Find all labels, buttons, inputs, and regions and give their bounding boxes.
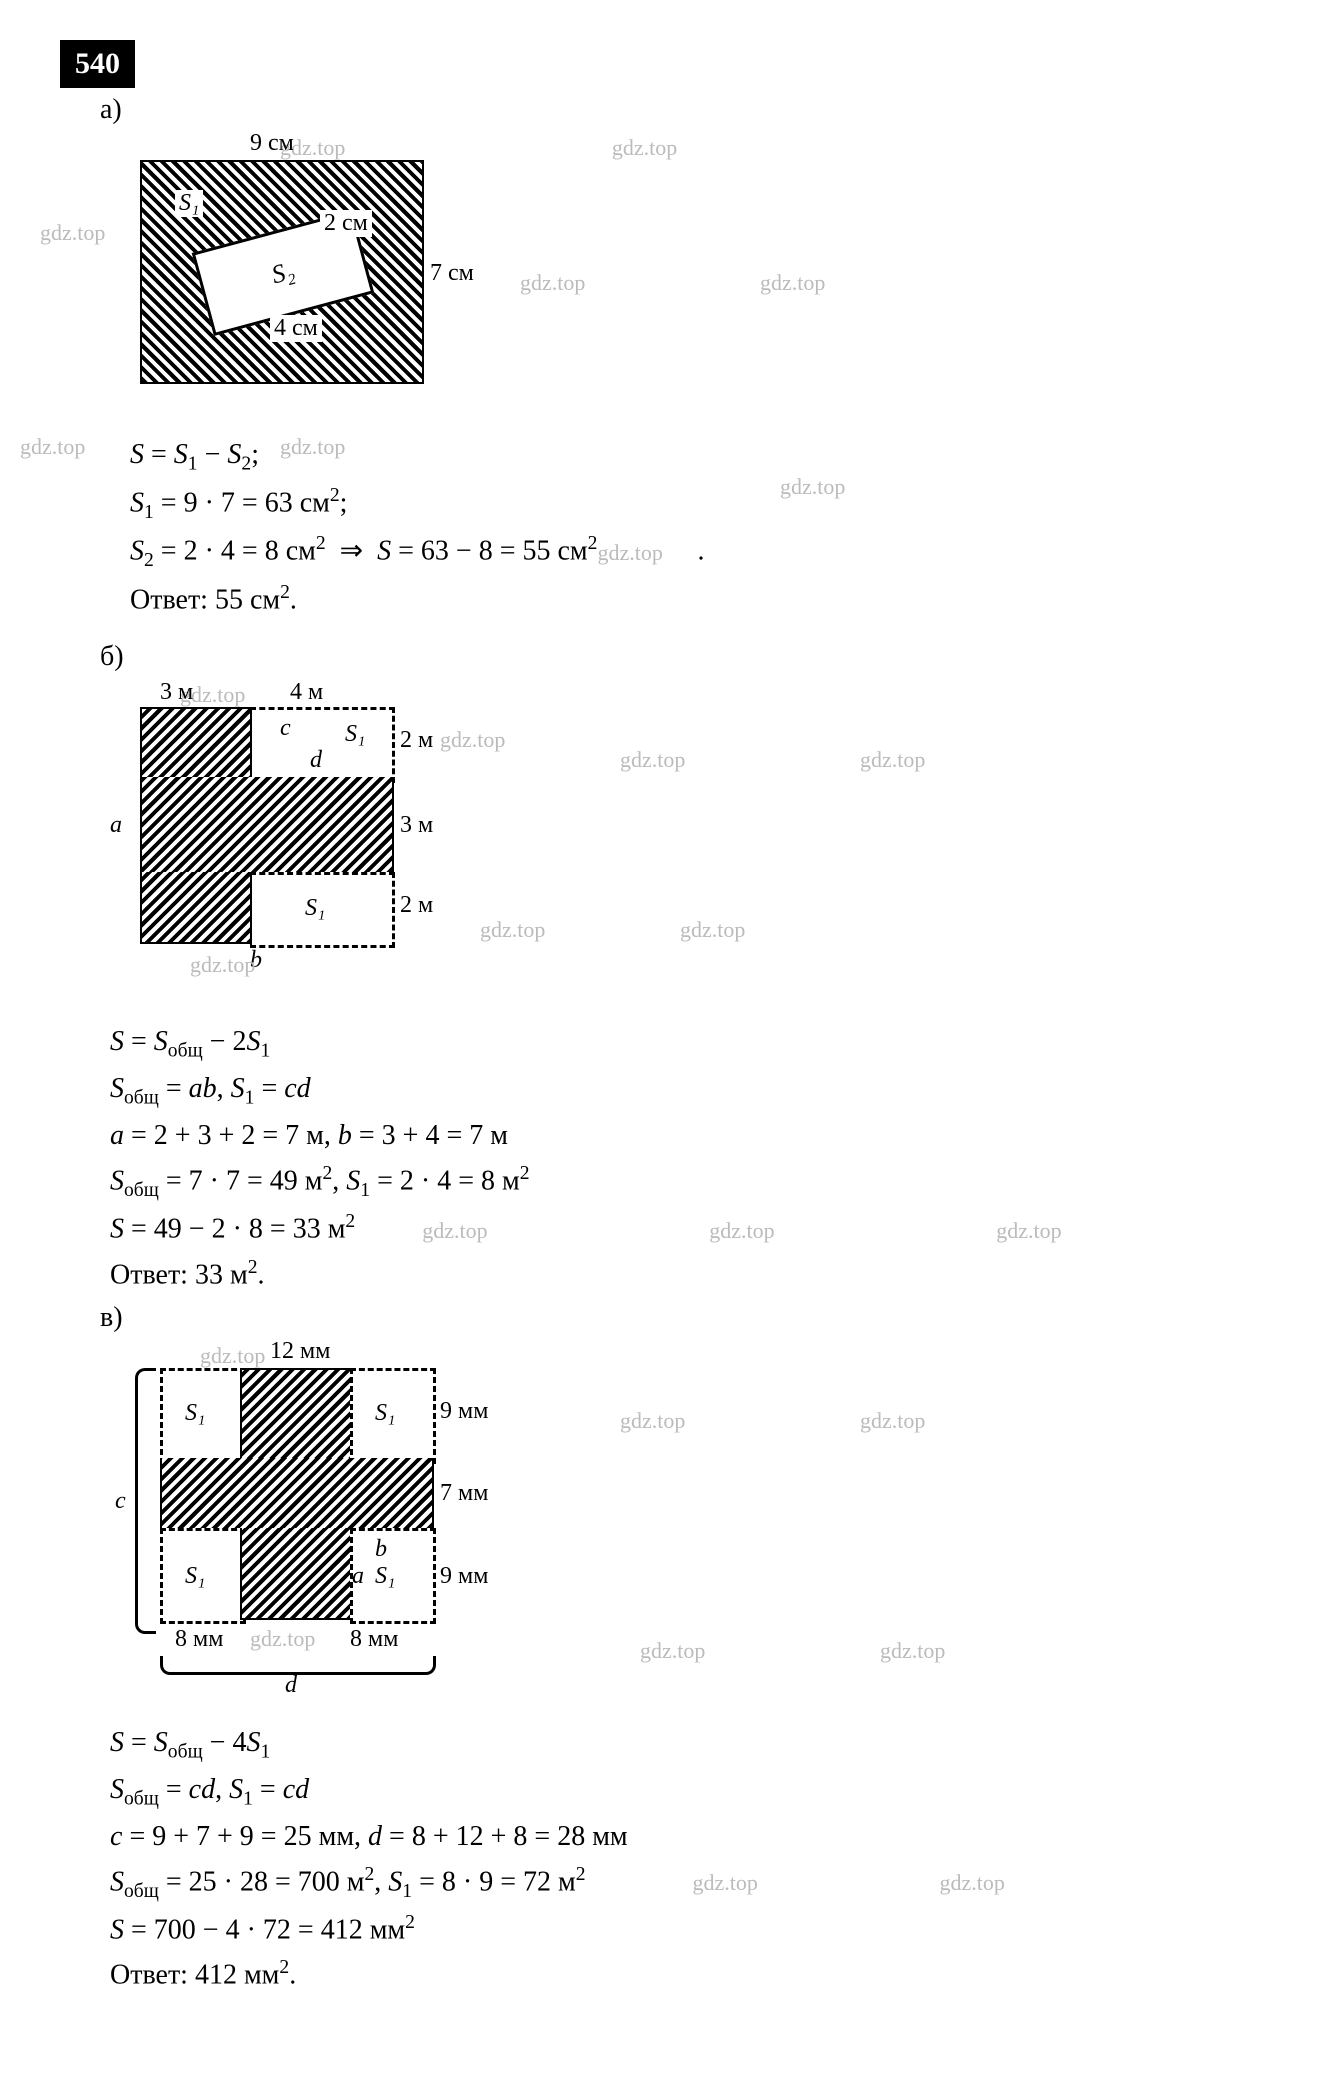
watermark: gdz.top bbox=[709, 1214, 809, 1247]
watermark: gdz.top bbox=[860, 747, 925, 773]
watermark: gdz.top bbox=[760, 270, 825, 296]
sol-line: c = 9 + 7 + 9 = 25 мм, d = 8 + 12 + 8 = … bbox=[110, 1816, 1264, 1858]
watermark: gdz.top bbox=[250, 1626, 315, 1652]
watermark: gdz.top bbox=[996, 1214, 1096, 1247]
watermark: gdz.top bbox=[620, 1408, 685, 1434]
watermark: gdz.top bbox=[880, 1638, 945, 1664]
watermark: gdz.top bbox=[200, 1343, 265, 1368]
fig-c-s1-br: S₁ bbox=[375, 1563, 395, 1590]
fig-a-right-height: 7 см bbox=[430, 260, 474, 287]
figure-c: 12 мм c S₁ S₁ 9 мм 7 мм S₁ a b S₁ 9 мм 8… bbox=[120, 1368, 540, 1708]
watermark: gdz.top bbox=[612, 135, 677, 160]
fig-b-a: a bbox=[110, 812, 122, 839]
fig-c-s1-bl: S₁ bbox=[185, 1563, 205, 1590]
sol-line: Sобщ = 7 · 7 = 49 м2, S1 = 2 · 4 = 8 м2 bbox=[110, 1159, 1264, 1205]
watermark: gdz.top bbox=[597, 536, 697, 569]
fig-c-top-w: 12 мм bbox=[270, 1338, 330, 1365]
sol-line: Sобщ = cd, S1 = cd bbox=[110, 1769, 1264, 1814]
fig-c-s1-tr: S₁ bbox=[375, 1400, 395, 1427]
watermark: gdz.top bbox=[40, 220, 105, 246]
watermark: gdz.top bbox=[520, 270, 585, 296]
answer-b: Ответ: 33 м2. bbox=[110, 1253, 1264, 1296]
fig-b-d: d bbox=[310, 747, 322, 774]
sol-line: S1 = 9 · 7 = 63 см2; bbox=[130, 481, 1264, 527]
fig-c-br-w: 8 мм bbox=[350, 1626, 398, 1653]
sol-line: Sобщ = ab, S1 = cd bbox=[110, 1068, 1264, 1113]
fig-b-top-left: 3 м bbox=[160, 679, 193, 706]
fig-b-c: c bbox=[280, 715, 291, 742]
problem-number-badge: 540 bbox=[60, 40, 135, 88]
watermark: gdz.top bbox=[940, 1866, 1040, 1899]
fig-c-b: b bbox=[375, 1536, 387, 1563]
answer-c: Ответ: 412 мм2. bbox=[110, 1953, 1264, 1996]
watermark: gdz.top bbox=[440, 727, 505, 753]
fig-c-s1-tl: S₁ bbox=[185, 1400, 205, 1427]
watermark: gdz.top bbox=[480, 917, 545, 943]
watermark: gdz.top bbox=[680, 917, 745, 943]
answer-a: Ответ: 55 см2. bbox=[130, 578, 1264, 621]
fig-a-top-width: 9 см bbox=[250, 130, 294, 157]
watermark: gdz.top bbox=[190, 952, 255, 978]
part-a-label: а) bbox=[100, 94, 1264, 126]
sol-line: S = 49 − 2 · 8 = 33 м2 gdz.top gdz.top g… bbox=[110, 1207, 1264, 1250]
solution-b: S = Sобщ − 2S1 Sобщ = ab, S1 = cd a = 2 … bbox=[110, 1021, 1264, 1296]
watermark: gdz.top bbox=[20, 434, 85, 460]
sol-line: Sобщ = 25 · 28 = 700 м2, S1 = 8 · 9 = 72… bbox=[110, 1860, 1264, 1906]
part-c-label: в) bbox=[100, 1302, 1264, 1334]
fig-a-s1: S₁ bbox=[175, 190, 203, 217]
watermark: gdz.top bbox=[640, 1638, 705, 1664]
sol-line: S = Sобщ − 2S1 bbox=[110, 1021, 1264, 1066]
watermark: gdz.top bbox=[422, 1214, 522, 1247]
fig-c-c: c bbox=[115, 1488, 126, 1515]
figure-a: 9 см S₁ S₂ 2 см 4 см 7 см gdz.top gdz.to… bbox=[120, 160, 520, 420]
fig-b-r1h: 2 м bbox=[400, 727, 433, 754]
watermark: gdz.top bbox=[860, 1408, 925, 1434]
sol-line: S = 700 − 4 · 72 = 412 мм2 bbox=[110, 1908, 1264, 1951]
solution-c: S = Sобщ − 4S1 Sобщ = cd, S1 = cd c = 9 … bbox=[110, 1722, 1264, 1997]
fig-a-s2: S₂ bbox=[268, 256, 297, 291]
sol-line: S2 = 2 · 4 = 8 см2 ⇒ S = 63 − 8 = 55 см2… bbox=[130, 529, 1264, 575]
fig-a-inner-bottom: 4 см bbox=[270, 315, 322, 342]
fig-c-r2h: 7 мм bbox=[440, 1480, 488, 1507]
fig-c-bl-w: 8 мм bbox=[175, 1626, 223, 1653]
fig-b-s1-top: S₁ bbox=[345, 721, 365, 748]
figure-b: 3 м 4 м c S₁ d 2 м 3 м S₁ 2 м a b gdz.to… bbox=[120, 707, 500, 1007]
watermark: gdz.top bbox=[693, 1866, 793, 1899]
fig-a-inner-top: 2 см bbox=[320, 210, 372, 237]
sol-line: S = Sобщ − 4S1 bbox=[110, 1722, 1264, 1767]
fig-c-r1h: 9 мм bbox=[440, 1398, 488, 1425]
watermark: gdz.top bbox=[280, 434, 345, 460]
fig-b-r3h: 2 м bbox=[400, 892, 433, 919]
fig-c-d: d bbox=[285, 1672, 297, 1699]
solution-a: S = S1 − S2; S1 = 9 · 7 = 63 см2; S2 = 2… bbox=[130, 434, 1264, 621]
fig-b-top-right: 4 м bbox=[290, 679, 323, 706]
fig-b-r2h: 3 м bbox=[400, 812, 433, 839]
fig-c-r3h: 9 мм bbox=[440, 1563, 488, 1590]
fig-b-s1-bottom: S₁ bbox=[305, 895, 325, 922]
watermark: gdz.top bbox=[620, 747, 685, 773]
fig-c-a: a bbox=[352, 1563, 364, 1590]
sol-line: a = 2 + 3 + 2 = 7 м, b = 3 + 4 = 7 м bbox=[110, 1115, 1264, 1157]
watermark: gdz.top bbox=[780, 474, 845, 500]
part-b-label: б) bbox=[100, 641, 1264, 673]
